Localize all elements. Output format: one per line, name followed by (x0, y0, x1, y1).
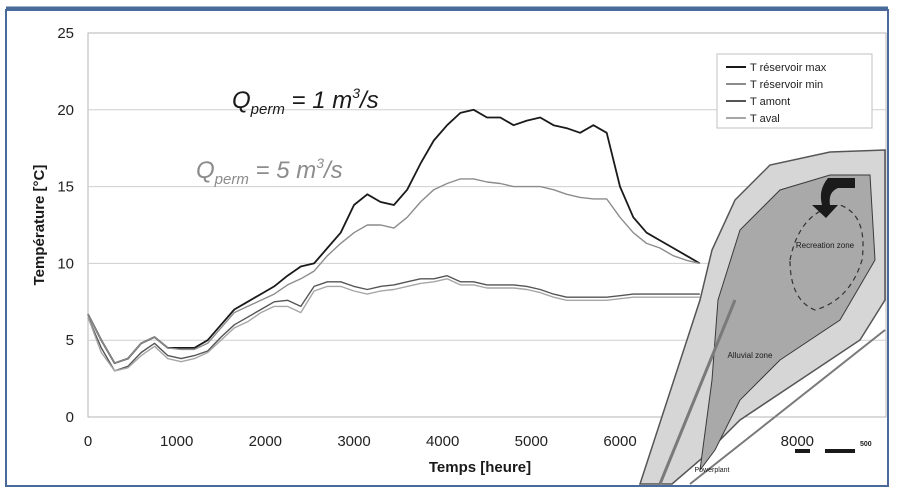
annotation-q-perm-1-sub: perm (250, 101, 285, 118)
legend: T réservoir max T réservoir min T amont T a… (716, 53, 873, 129)
inset-recreation-outline (789, 204, 864, 311)
annotation-q-perm-5-sub: perm (214, 171, 249, 188)
legend-label-1: T réservoir min (750, 79, 823, 91)
y-tick-label-15: 15 (57, 179, 74, 196)
annotation-q-perm-5-sup: 3 (316, 155, 324, 171)
inset-map: Recreation zone Alluvial zone Powerplant… (638, 149, 886, 485)
inset-scale-bar-segment (810, 449, 825, 453)
legend-label-3: T aval (750, 113, 780, 125)
x-tick-label-8000: 8000 (781, 433, 814, 450)
x-tick-labels: 0 1000 2000 3000 4000 5000 6000 8000 (84, 433, 814, 450)
inset-flow-arrow-icon (812, 178, 855, 218)
y-tick-label-5: 5 (66, 332, 74, 349)
x-tick-label-2000: 2000 (249, 433, 282, 450)
x-tick-label-4000: 4000 (426, 433, 459, 450)
inset-scale-label: 500 (860, 441, 872, 448)
y-tick-label-0: 0 (66, 409, 74, 426)
y-tick-labels: 0 5 10 15 20 25 (57, 25, 74, 426)
x-tick-label-1000: 1000 (160, 433, 193, 450)
series-line-2 (87, 275, 700, 372)
inset-reservoir (699, 174, 876, 472)
inset-road (658, 299, 737, 485)
x-tick-label-5000: 5000 (515, 433, 548, 450)
annotation-q-perm-5-eq: = 5 m (249, 157, 316, 184)
annotation-q-perm-1-sup: 3 (352, 85, 360, 101)
y-tick-label-20: 20 (57, 102, 74, 119)
inset-label-powerplant: Powerplant (694, 467, 729, 474)
series-lines (87, 108, 701, 372)
series-line-3 (87, 278, 700, 372)
annotation-q-perm-5-base: Q (196, 157, 215, 184)
annotation-q-perm-1: Qperm = 1 m3/s (232, 85, 379, 118)
legend-label-2: T amont (750, 96, 790, 108)
x-tick-label-6000: 6000 (603, 433, 636, 450)
y-axis-label: Température [°C] (31, 165, 48, 286)
x-axis-label: Temps [heure] (429, 459, 531, 476)
x-tick-label-0: 0 (84, 433, 92, 450)
annotation-q-perm-1-eq: = 1 m (285, 87, 352, 114)
annotation-q-perm-5: Qperm = 5 m3/s (196, 155, 343, 188)
annotation-q-perm-1-base: Q (232, 87, 251, 114)
legend-items: T réservoir max T réservoir min T amont T a… (726, 62, 827, 125)
inset-label-recreation: Recreation zone (796, 241, 855, 250)
legend-label-0: T réservoir max (750, 62, 827, 74)
series-line-1 (87, 178, 700, 364)
annotation-q-perm-5-tail: /s (322, 157, 343, 184)
y-tick-label-25: 25 (57, 25, 74, 42)
y-tick-label-10: 10 (57, 255, 74, 272)
series-line-0 (87, 108, 701, 365)
inset-embankment (689, 329, 886, 485)
x-tick-label-3000: 3000 (337, 433, 370, 450)
inset-label-alluvial: Alluvial zone (728, 351, 773, 360)
annotation-q-perm-1-tail: /s (358, 87, 379, 114)
